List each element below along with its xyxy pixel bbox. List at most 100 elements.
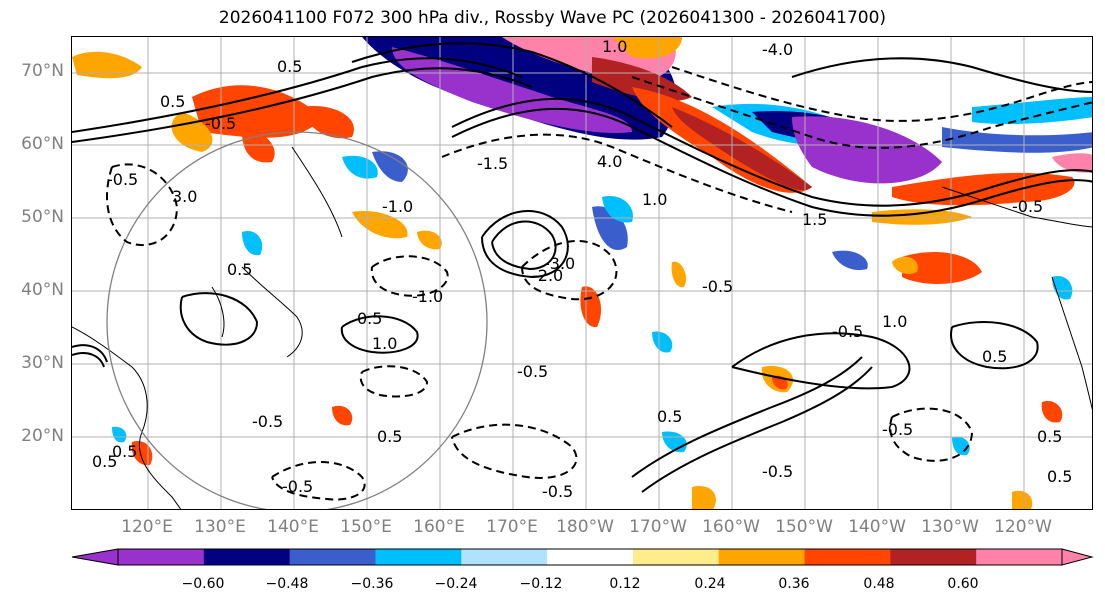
contour-positive — [731, 332, 911, 390]
chart-title: 2026041100 F072 300 hPa div., Rossby Wav… — [218, 8, 887, 28]
contour-negative — [451, 423, 578, 479]
contour-label: 0.5 — [657, 407, 682, 426]
colorbar-tick: −0.60 — [181, 576, 225, 592]
contour-positive — [179, 292, 259, 346]
shade-lightblue — [342, 155, 378, 179]
contour-label: 0.5 — [1037, 427, 1062, 446]
colorbar-extend-min — [71, 548, 119, 566]
colorbar-tick: 0.36 — [778, 576, 810, 592]
contour-label: -0.5 — [252, 412, 283, 431]
contour-label: -2.0 — [532, 266, 563, 285]
colorbar-segment — [289, 549, 376, 565]
contour-negative — [359, 365, 429, 398]
coastline-korea — [211, 286, 225, 338]
colorbar-tick: 0.24 — [694, 576, 726, 592]
lon-label-150E: 150°E — [340, 517, 392, 537]
colorbar-segment — [890, 549, 977, 565]
contour-label: 0.5 — [357, 309, 382, 328]
contour-label: -3.0 — [544, 254, 575, 273]
contour-label: 0.5 — [377, 427, 402, 446]
shade-lightblue — [242, 231, 263, 256]
contour-positive — [631, 356, 863, 478]
shade-lightblue — [972, 97, 1092, 125]
contour-lines — [72, 42, 1092, 501]
colorbar-segment — [118, 549, 205, 565]
lon-label-130W: 130°W — [921, 517, 979, 537]
contour-positive — [641, 366, 873, 493]
shade-pink — [1052, 153, 1092, 173]
contour-label: 1.0 — [372, 334, 397, 353]
lat-label-30N: 30°N — [21, 353, 64, 373]
contour-negative — [370, 255, 449, 297]
shade-red — [192, 85, 322, 138]
contour-label: 0.5 — [277, 57, 302, 76]
lon-label-140W: 140°W — [848, 517, 906, 537]
contour-label: 0.5 — [112, 442, 137, 461]
contour-label: 0.5 — [160, 92, 185, 111]
contour-negative — [271, 461, 366, 501]
contour-positive — [481, 210, 569, 279]
shade-orange — [1012, 490, 1033, 509]
lon-label-170W: 170°W — [629, 517, 687, 537]
shade-red — [242, 131, 275, 163]
shade-purple — [792, 116, 942, 184]
lat-label-40N: 40°N — [21, 280, 64, 300]
lon-label-140E: 140°E — [267, 517, 319, 537]
contour-label: 0.5 — [227, 260, 252, 279]
colorbar-tick: −0.36 — [350, 576, 394, 592]
contour-positive — [791, 57, 1092, 93]
shade-blue — [942, 127, 1092, 153]
shade-red — [902, 252, 982, 284]
contour-label: -0.5 — [205, 114, 236, 133]
shade-orange — [72, 51, 142, 79]
contour-label: 1.5 — [802, 210, 827, 229]
shade-red — [302, 106, 354, 139]
colorbar-tick: 0.48 — [863, 576, 895, 592]
shade-lightblue — [602, 196, 633, 223]
contour-positive — [72, 352, 105, 368]
contour-label: -1.0 — [412, 287, 443, 306]
contour-label: 0.5 — [92, 452, 117, 471]
shade-lightblue — [652, 331, 673, 353]
contour-label: 1.0 — [602, 37, 627, 56]
coastlines — [72, 146, 1092, 509]
colorbar-extend-max — [1061, 548, 1094, 566]
lat-label-50N: 50°N — [21, 207, 64, 227]
shade-orange — [692, 486, 716, 509]
contour-positive — [451, 97, 1092, 207]
shade-orange — [872, 209, 972, 225]
colorbar-tick: −0.24 — [434, 576, 478, 592]
lon-label-120E: 120°E — [121, 517, 173, 537]
colorbar-outline — [117, 548, 1063, 566]
reference-circle — [106, 131, 488, 509]
contour-label: -0.5 — [517, 362, 548, 381]
shade-blue — [832, 250, 868, 271]
shade-orange — [171, 112, 213, 152]
contour-negative — [631, 76, 1092, 149]
shade-orange — [612, 37, 682, 59]
colorbar-segment — [203, 549, 291, 565]
contour-positive — [72, 57, 523, 133]
contour-label: -4.0 — [762, 40, 793, 59]
lon-label-160E: 160°E — [413, 517, 465, 537]
contour-negative — [889, 407, 974, 462]
lon-label-120W: 120°W — [994, 517, 1052, 537]
contour-label: -0.5 — [882, 420, 913, 439]
contour-label: -0.5 — [832, 322, 863, 341]
contour-negative — [106, 163, 179, 247]
contour-label: -0.5 — [702, 277, 733, 296]
shade-blue — [372, 151, 408, 182]
shade-orange — [131, 441, 153, 466]
map-panel: 0.5 -0.5 0.5 -0.5 1.0 -1.0 -1.5 4.0 -4.0… — [71, 36, 1093, 510]
colorbar-tick: 0.12 — [609, 576, 641, 592]
divergence-shading — [72, 37, 1092, 509]
contour-negative — [521, 240, 618, 301]
lon-label-130E: 130°E — [194, 517, 246, 537]
lon-label-160W: 160°W — [702, 517, 760, 537]
colorbar-segment — [804, 549, 891, 565]
colorbar-segment — [632, 549, 720, 565]
map-canvas: 0.5 -0.5 0.5 -0.5 1.0 -1.0 -1.5 4.0 -4.0… — [72, 37, 1092, 509]
lon-label-150W: 150°W — [775, 517, 833, 537]
shade-orange — [1041, 401, 1063, 423]
contour-positive — [340, 315, 419, 354]
